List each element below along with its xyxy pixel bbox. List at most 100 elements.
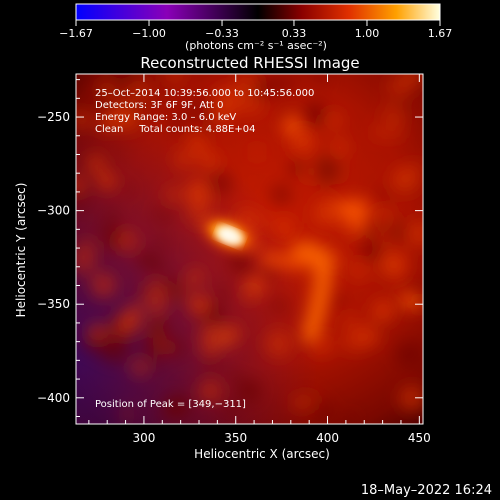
texture-blob [264,330,292,358]
texture-blob [375,218,387,231]
texture-blob [173,149,193,169]
texture-blob [198,379,222,403]
texture-blob [191,146,208,163]
texture-blob [411,161,423,173]
texture-blob [211,104,232,125]
texture-blob [379,258,399,278]
texture-blob [182,99,206,122]
texture-blob [333,296,346,309]
texture-blob [303,103,328,127]
y-axis-ticks: −250 −300 −350 −400 [37,79,423,418]
texture-blob [199,117,216,135]
colorbar-tick-label: −1.67 [59,27,93,40]
texture-blob [112,317,133,338]
info-energy-range: Energy Range: 3.0 – 6.0 keV [95,112,236,123]
x-tick-label: 400 [316,431,339,445]
texture-blob [76,249,96,275]
texture-blob [120,408,133,421]
colorbar-tick-label: 1.67 [428,27,453,40]
texture-blob [314,74,329,86]
texture-blob [392,167,419,194]
texture-blob [156,237,168,249]
y-tick-label: −350 [37,297,70,311]
chart-title: Reconstructed RHESSI Image [140,54,359,72]
texture-blob [275,219,293,237]
texture-blob [270,295,289,315]
texture-blob [107,74,132,92]
y-tick-label: −300 [37,204,70,218]
texture-blob [129,302,145,318]
texture-blob [206,170,232,196]
texture-blob [77,238,96,257]
texture-blob [215,284,230,300]
texture-blob [270,184,292,206]
texture-blob [121,183,134,196]
texture-blob [291,129,316,155]
texture-blob [188,294,210,315]
colorbar-unit-label: (photons cm⁻² s⁻¹ asec⁻²) [185,39,327,52]
texture-blob [313,155,342,184]
colorbar-tick-label: −1.00 [132,27,166,40]
texture-blob [105,208,120,223]
texture-blob [341,329,367,354]
texture-blob [262,266,276,279]
texture-blob [148,316,170,338]
texture-blob [384,218,410,245]
x-tick-label: 450 [408,431,431,445]
texture-blob [116,229,139,252]
footer-date: 18–May–2022 16:24 [361,483,492,498]
texture-blob [331,138,348,156]
x-axis-ticks: 300 350 400 450 [88,74,431,445]
texture-blob [351,262,367,279]
colorbar-tick-label: 0.33 [282,27,307,40]
texture-blob [311,400,333,422]
texture-blob [97,171,116,190]
texture-blob [399,385,423,412]
texture-blob [76,111,89,128]
texture-blob [343,414,356,424]
texture-blob [153,205,173,225]
texture-blob [382,103,406,127]
texture-blob [229,371,242,383]
x-axis-label: Heliocentric X (arcsec) [194,447,330,461]
colorbar-tick-label: −0.33 [205,27,239,40]
texture-blob [326,112,342,128]
peak-position-label: Position of Peak = [349,−311] [95,399,246,410]
texture-blob [166,280,187,301]
info-block: 25–Oct–2014 10:39:56.000 to 10:45:56.000… [95,88,314,135]
texture-blob [293,396,306,409]
texture-blob [254,83,273,102]
texture-blob [202,153,219,170]
texture-blob [163,336,186,359]
texture-blob [76,176,85,193]
texture-blob [187,268,204,286]
texture-blob [131,360,148,376]
texture-blob [289,159,307,177]
texture-blob [137,250,154,267]
texture-blob [273,74,295,95]
texture-blob [304,392,318,406]
texture-blob [342,314,358,330]
texture-blob [397,340,423,367]
texture-blob [376,321,388,333]
texture-blob [406,220,423,247]
texture-blob [149,358,163,372]
texture-blob [253,215,266,228]
texture-blob [202,344,216,358]
texture-blob [297,74,309,82]
texture-blob [82,332,102,352]
texture-blob [165,74,184,84]
colorbar-tick-label: 1.00 [355,27,380,40]
colorbar [75,3,441,21]
info-time-range: 25–Oct–2014 10:39:56.000 to 10:45:56.000 [95,88,314,99]
y-tick-label: −250 [37,110,70,124]
texture-blob [374,127,385,138]
texture-blob [171,111,184,124]
texture-blob [97,333,124,360]
texture-blob [90,272,116,298]
texture-blob [388,126,403,140]
x-tick-label: 350 [224,431,247,445]
texture-blob [165,187,180,202]
y-tick-label: −400 [37,391,70,405]
texture-blob [237,74,258,95]
